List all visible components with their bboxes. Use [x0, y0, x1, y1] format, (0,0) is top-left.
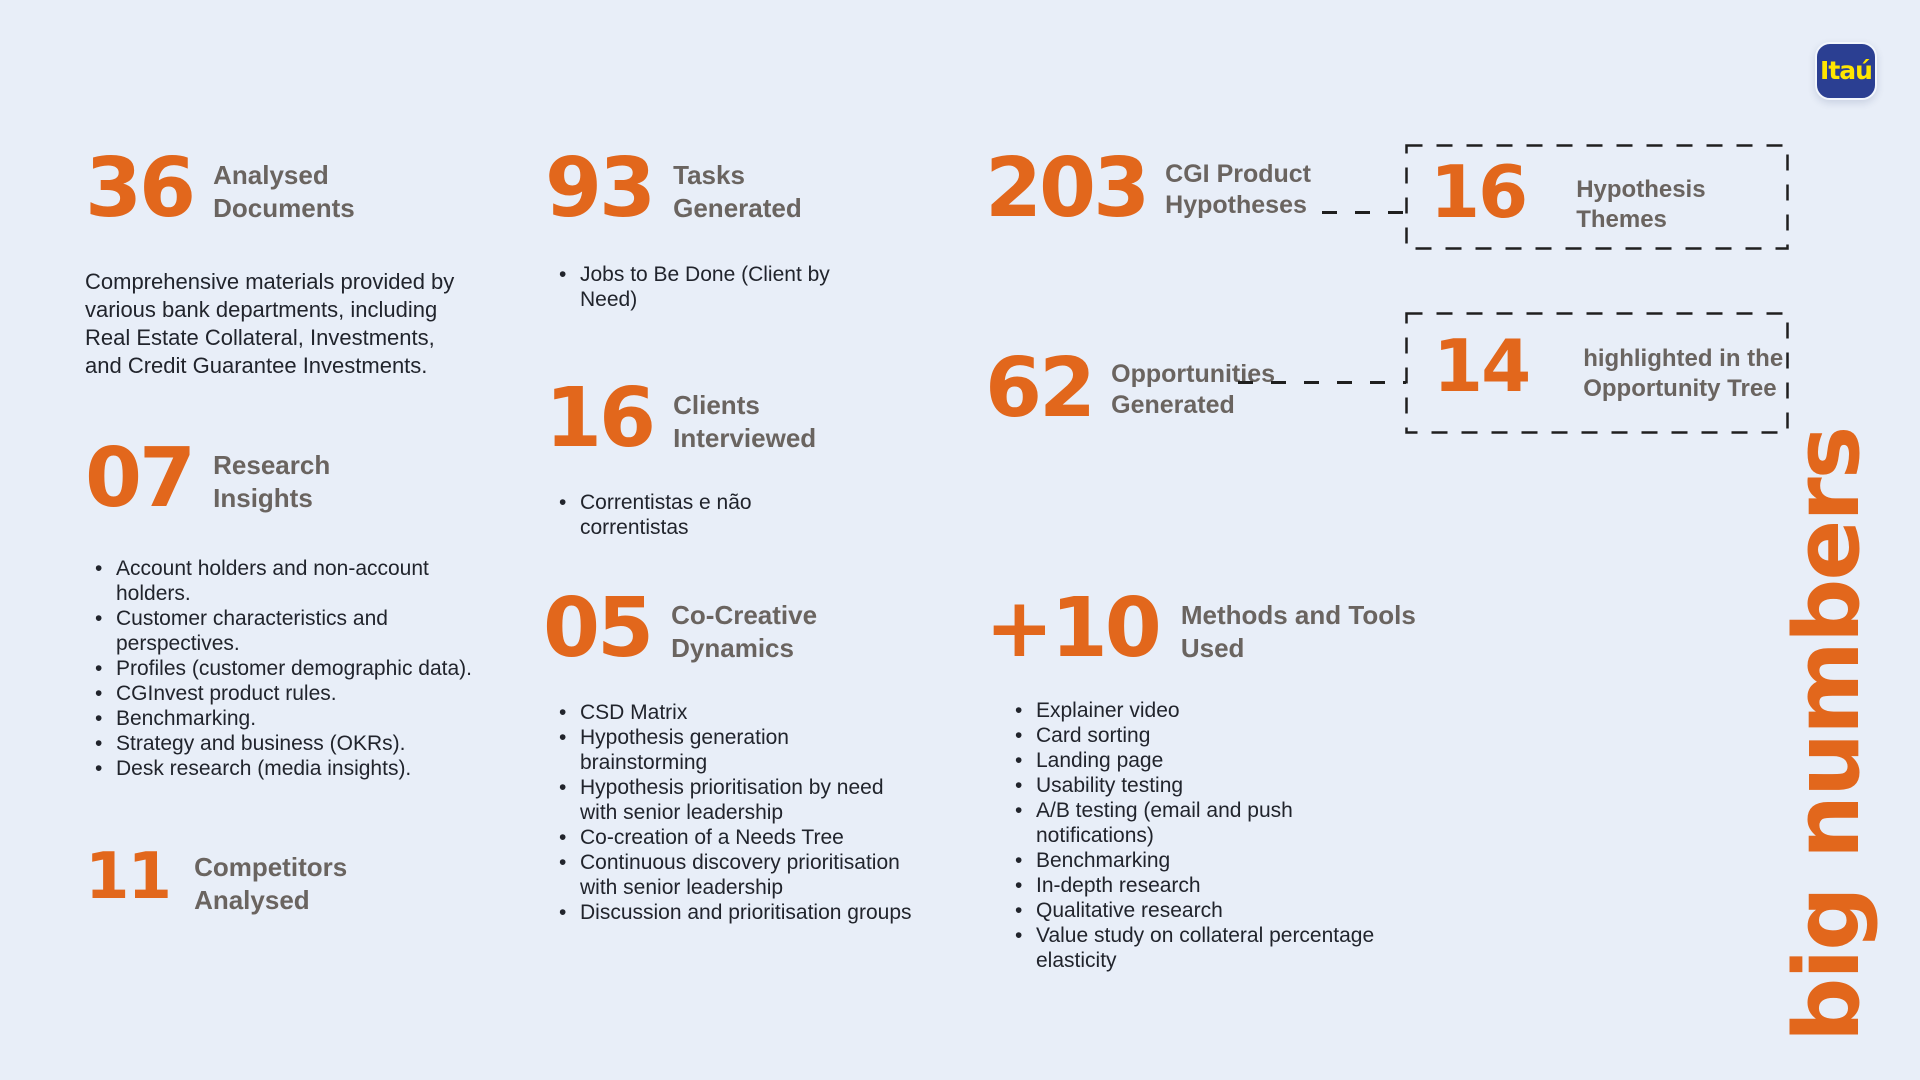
list-item: Benchmarking [1008, 848, 1438, 873]
stat-research-insights: 07 Research Insights [85, 431, 331, 526]
opportunity-tree-box: 14 highlighted in the Opportunity Tree [1405, 312, 1789, 434]
itau-logo-text: Itaú [1820, 55, 1873, 85]
dashed-connector-hypotheses [1322, 211, 1406, 214]
slide-title-big-numbers: big numbers [1775, 427, 1880, 1042]
list-item: Hypothesis generation brainstorming [552, 725, 982, 775]
stat-number: 07 [85, 431, 196, 526]
stat-label: Methods and Tools Used [1180, 600, 1416, 663]
stat-label: Research Insights [213, 450, 331, 513]
list-item: Account holders and non-account holders. [88, 556, 518, 606]
stat-label: Tasks Generated [673, 160, 802, 223]
analysed-documents-description: Comprehensive materials provided by vari… [85, 269, 455, 378]
co-creative-dynamics-list: CSD Matrix Hypothesis generation brainst… [552, 700, 982, 925]
list-item: Strategy and business (OKRs). [88, 731, 518, 756]
itau-logo: Itaú [1815, 42, 1877, 100]
list-item: Qualitative research [1008, 898, 1438, 923]
stat-label: CGI Product Hypotheses [1165, 160, 1312, 220]
list-item: Hypothesis prioritisation by need with s… [552, 775, 982, 825]
stat-label: Clients Interviewed [673, 390, 817, 453]
stat-label: Analysed Documents [213, 160, 355, 223]
stat-number: 14 [1433, 324, 1531, 408]
stat-opportunities-generated: 62 Opportunities Generated [985, 341, 1276, 436]
list-item: Co-creation of a Needs Tree [552, 825, 982, 850]
hypothesis-themes-box: 16 Hypothesis Themes [1405, 144, 1789, 250]
stat-label: Hypothesis Themes [1576, 176, 1706, 233]
dashed-connector-opportunities [1238, 381, 1406, 384]
dashed-border [1405, 312, 1789, 434]
tasks-generated-list: Jobs to Be Done (Client by Need) [552, 262, 982, 312]
list-item: CGInvest product rules. [88, 681, 518, 706]
stat-competitors-analysed: 11 Competitors Analysed [85, 840, 348, 916]
stat-number: 05 [543, 581, 654, 676]
list-item: Jobs to Be Done (Client by Need) [552, 262, 982, 312]
list-item: Card sorting [1008, 723, 1438, 748]
stat-number: 62 [985, 341, 1096, 436]
stat-analysed-documents: 36 Analysed Documents [85, 141, 355, 236]
list-item: A/B testing (email and push notification… [1008, 798, 1438, 848]
clients-interviewed-list: Correntistas e não correntistas [552, 490, 982, 540]
list-item: Desk research (media insights). [88, 756, 518, 781]
stat-number: 203 [985, 141, 1150, 236]
stat-opportunity-tree: 14 highlighted in the Opportunity Tree [1405, 312, 1789, 434]
stat-methods-tools: +10 Methods and Tools Used [985, 581, 1416, 676]
stat-number: 93 [545, 141, 656, 236]
stat-label: Competitors Analysed [194, 852, 348, 915]
stat-number: 16 [545, 371, 656, 466]
methods-tools-list: Explainer video Card sorting Landing pag… [1008, 698, 1438, 973]
dashed-border [1405, 144, 1789, 250]
stat-clients-interviewed: 16 Clients Interviewed [545, 371, 817, 466]
stat-number: +10 [985, 581, 1162, 676]
list-item: Landing page [1008, 748, 1438, 773]
stat-label: highlighted in the Opportunity Tree [1583, 345, 1784, 402]
list-item: Benchmarking. [88, 706, 518, 731]
list-item: Continuous discovery prioritisation with… [552, 850, 982, 900]
list-item: CSD Matrix [552, 700, 982, 725]
list-item: Explainer video [1008, 698, 1438, 723]
list-item: Profiles (customer demographic data). [88, 656, 518, 681]
stat-number: 36 [85, 141, 196, 236]
list-item: Customer characteristics and perspective… [88, 606, 518, 656]
list-item: Correntistas e não correntistas [552, 490, 982, 540]
research-insights-list: Account holders and non-account holders.… [88, 556, 518, 781]
stat-hypothesis-themes: 16 Hypothesis Themes [1405, 144, 1789, 250]
stat-tasks-generated: 93 Tasks Generated [545, 141, 802, 236]
stat-number: 16 [1430, 150, 1528, 234]
stat-number: 11 [85, 840, 172, 914]
list-item: Usability testing [1008, 773, 1438, 798]
stat-co-creative-dynamics: 05 Co-Creative Dynamics [543, 581, 818, 676]
list-item: Discussion and prioritisation groups [552, 900, 982, 925]
stat-cgi-product-hypotheses: 203 CGI Product Hypotheses [985, 141, 1312, 236]
list-item: Value study on collateral percentage ela… [1008, 923, 1438, 973]
stat-label: Co-Creative Dynamics [671, 600, 818, 663]
stat-label: Opportunities Generated [1111, 360, 1276, 420]
list-item: In-depth research [1008, 873, 1438, 898]
